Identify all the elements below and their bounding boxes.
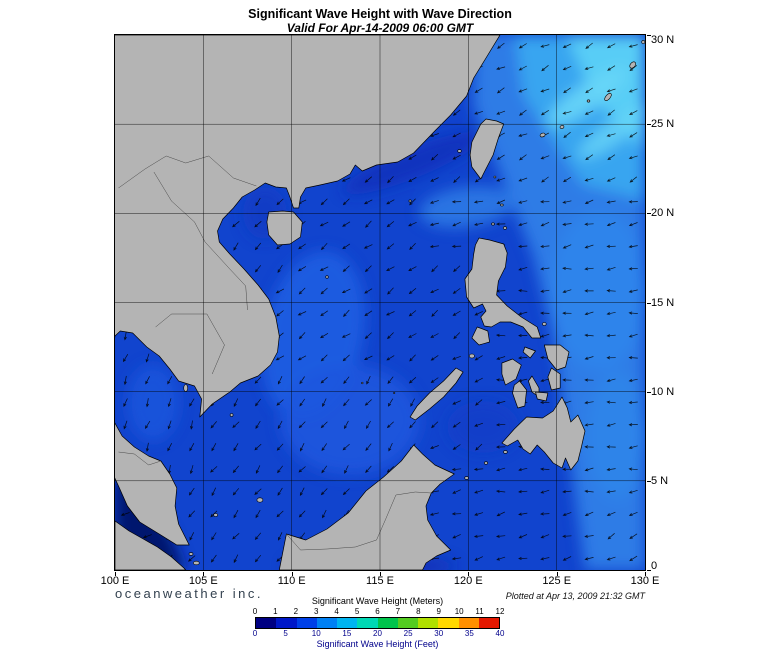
x-axis-label: 115 E [366,575,394,587]
feet-tick: 30 [434,629,444,638]
axis-tick [647,302,651,304]
axis-tick [647,480,651,482]
meters-tick: 2 [293,607,299,616]
colorbar [255,617,500,629]
meters-tick: 6 [375,607,380,616]
colorbar-segment [478,618,499,628]
feet-tick: 15 [342,629,352,638]
colorbar-segment [438,618,459,628]
plotted-timestamp: Plotted at Apr 13, 2009 21:32 GMT [505,591,645,601]
y-axis-label: 0 [651,560,658,572]
axis-tick [647,213,651,215]
x-axis-label: 110 E [277,575,306,587]
axis-tick [203,572,205,576]
axis-tick [647,570,651,571]
meters-tick: 11 [475,607,484,616]
x-axis-label: 120 E [453,575,483,587]
feet-tick: 40 [495,629,505,638]
chart-subtitle: Valid For Apr-14-2009 06:00 GMT [286,21,474,35]
colorbar-segment [316,618,337,628]
meters-tick: 4 [334,607,339,616]
feet-tick: 25 [403,629,413,638]
axis-tick [645,572,646,576]
feet-tick: 5 [283,629,288,638]
x-axis-label: 125 E [542,575,572,587]
y-axis-label: 20 N [651,207,675,220]
colorbar-segment [458,618,479,628]
feet-tick: 20 [373,629,382,638]
axis-tick [647,124,651,126]
oceanweather-logo-text: oceanweather inc. [115,586,264,601]
meters-tick: 1 [273,607,278,616]
colorbar-segment [418,618,439,628]
feet-tick: 0 [252,629,258,638]
map-canvas [114,34,646,571]
colorbar-segment [397,618,418,628]
chart-title: Significant Wave Height with Wave Direct… [248,7,512,21]
meters-tick: 0 [252,607,258,616]
axis-tick [556,572,558,576]
legend-feet-label: Significant Wave Height (Feet) [316,639,439,649]
meters-tick: 10 [454,607,464,616]
legend-feet-ticks: 0 5 10 15 20 25 30 35 40 [252,629,505,638]
axis-tick [468,572,470,576]
y-axis-label: 10 N [651,385,675,398]
x-axis-label: 130 E [630,575,660,587]
meters-tick: 9 [436,607,441,616]
grid-lines [115,35,645,570]
feet-tick: 35 [464,629,474,638]
colorbar-segment [256,618,277,628]
axis-tick [647,391,651,393]
legend-meters-ticks: 0 1 2 3 4 5 6 7 8 9 10 11 12 [252,607,505,616]
axis-tick [115,572,116,576]
y-axis-label: 30 N [651,34,675,46]
axis-tick [647,35,651,36]
y-axis-label: 15 N [651,296,675,309]
colorbar-segment [357,618,378,628]
meters-tick: 5 [354,607,360,616]
colorbar-segment [377,618,398,628]
feet-tick: 10 [311,629,321,638]
meters-tick: 3 [314,607,319,616]
x-axis-label: 100 E [100,575,130,587]
axis-tick [380,572,381,576]
meters-tick: 12 [495,607,505,616]
wave-height-map [115,35,645,570]
legend-meters-label: Significant Wave Height (Meters) [311,596,444,606]
meters-tick: 7 [395,607,401,616]
land-layer [115,35,645,570]
colorbar-segment [276,618,297,628]
y-axis-label: 25 N [651,118,675,131]
y-axis-label: 5 N [651,474,669,487]
colorbar-segment [296,618,317,628]
meters-tick: 8 [416,607,421,616]
x-axis-label: 105 E [188,575,218,587]
axis-tick [291,572,293,576]
colorbar-segment [337,618,358,628]
